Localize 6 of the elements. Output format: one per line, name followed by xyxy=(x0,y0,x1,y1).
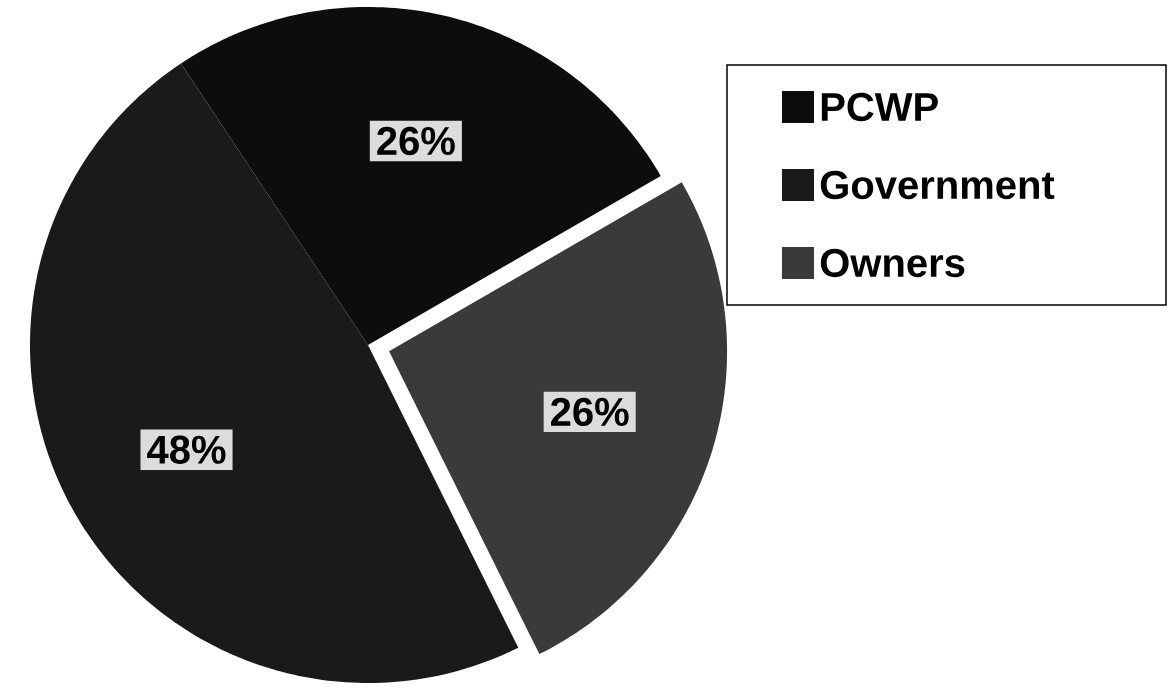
data-label: 48% xyxy=(147,435,226,464)
legend-label: Government xyxy=(820,170,1055,200)
legend-label: PCWP xyxy=(821,92,938,122)
data-label: 26% xyxy=(377,126,455,156)
data-label: 26% xyxy=(551,397,629,427)
legend-label: Owners xyxy=(820,248,965,278)
